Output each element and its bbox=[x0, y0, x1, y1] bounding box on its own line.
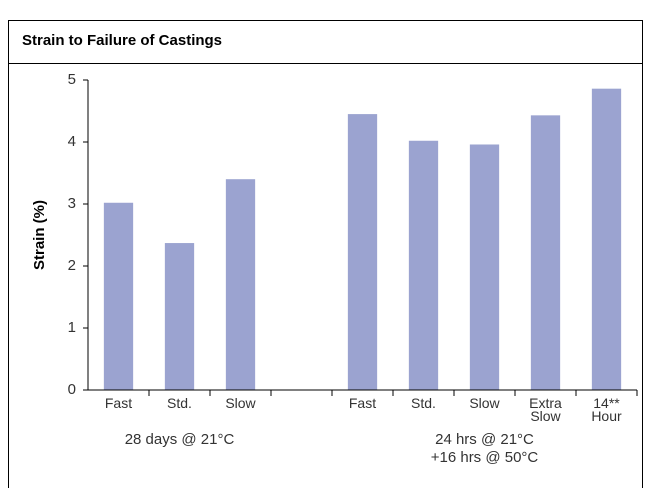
bar bbox=[469, 144, 500, 390]
group-label: 24 hrs @ 21°C bbox=[435, 431, 534, 448]
bar bbox=[530, 115, 561, 390]
frame bbox=[8, 20, 643, 488]
x-tick-label: Fast bbox=[348, 395, 377, 411]
y-tick-label: 0 bbox=[68, 381, 76, 398]
bar bbox=[164, 243, 195, 390]
x-tick-label: Std. bbox=[167, 395, 192, 411]
bar bbox=[347, 114, 378, 390]
group-label: +16 hrs @ 50°C bbox=[430, 449, 539, 466]
y-tick-label: 1 bbox=[68, 319, 76, 336]
x-tick-label: Fast bbox=[104, 395, 133, 411]
bar bbox=[408, 140, 439, 390]
x-tick-label: Slow bbox=[469, 395, 500, 411]
y-axis-label: Strain (%) bbox=[31, 200, 48, 270]
group-label: 28 days @ 21°C bbox=[124, 431, 235, 448]
x-tick-label: Extra Slow bbox=[529, 395, 562, 424]
y-tick-label: 2 bbox=[68, 257, 76, 274]
bar bbox=[103, 202, 134, 390]
x-tick-label: 14** Hour bbox=[591, 395, 622, 424]
bar bbox=[225, 179, 256, 390]
y-tick-label: 4 bbox=[68, 133, 76, 150]
chart-title: Strain to Failure of Castings bbox=[22, 32, 222, 49]
bar bbox=[591, 88, 622, 391]
x-tick-label: Slow bbox=[225, 395, 256, 411]
y-tick-label: 5 bbox=[68, 71, 76, 88]
y-tick-label: 3 bbox=[68, 195, 76, 212]
x-tick-label: Std. bbox=[411, 395, 436, 411]
